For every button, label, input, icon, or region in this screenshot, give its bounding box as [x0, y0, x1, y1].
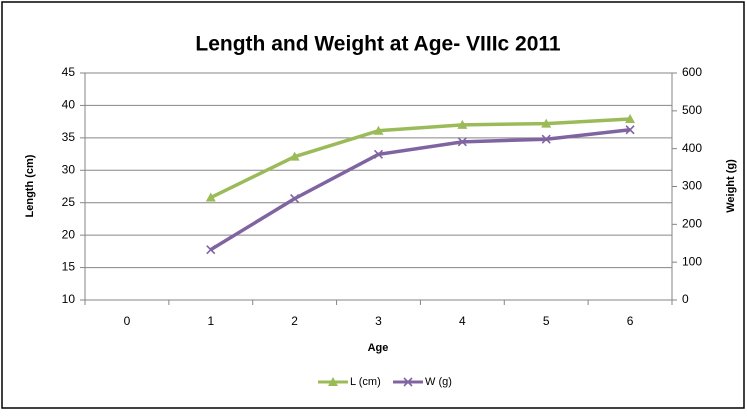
- series-line: [209, 128, 631, 252]
- x-axis-title: Age: [368, 342, 389, 354]
- y2-tick-label: 600: [682, 65, 702, 79]
- data-point: [541, 134, 551, 144]
- x-tick-label: 6: [627, 314, 634, 328]
- y2-tick-label: 200: [682, 217, 702, 231]
- data-point: [205, 192, 216, 202]
- data-point: [290, 194, 300, 204]
- y2-tick-label: 0: [682, 292, 689, 306]
- y-tick-label: 25: [62, 195, 76, 209]
- y-tick-label: 30: [62, 162, 76, 176]
- series-line: [210, 117, 631, 200]
- data-point: [206, 245, 216, 255]
- data-point: [289, 151, 300, 161]
- legend-marker: [403, 377, 413, 387]
- y-axis-title: Length (cm): [24, 154, 36, 217]
- x-tick-label: 2: [291, 314, 298, 328]
- data-point: [625, 114, 636, 124]
- legend-label: L (cm): [350, 376, 381, 388]
- y2-tick-label: 500: [682, 103, 702, 117]
- x-tick-label: 3: [375, 314, 382, 328]
- x-tick-label: 1: [207, 314, 214, 328]
- x-tick-label: 4: [459, 314, 466, 328]
- y2-axis-title: Weight (g): [725, 159, 737, 213]
- y-tick-label: 35: [62, 130, 76, 144]
- y-tick-label: 45: [62, 65, 76, 79]
- y2-tick-label: 300: [682, 179, 702, 193]
- data-point: [373, 149, 384, 159]
- y2-tick-label: 400: [682, 141, 702, 155]
- x-tick-label: 5: [543, 314, 550, 328]
- y-tick-label: 40: [62, 98, 76, 112]
- x-tick-label: 0: [124, 314, 131, 328]
- chart-title: Length and Weight at Age- VIIIc 2011: [195, 33, 561, 56]
- y2-tick-label: 100: [682, 254, 702, 268]
- y-tick-label: 20: [62, 227, 76, 241]
- data-point: [625, 125, 635, 135]
- y-tick-label: 10: [62, 292, 76, 306]
- legend-marker: [328, 377, 338, 386]
- legend-label: W (g): [425, 376, 452, 388]
- chart-border: [1, 1, 745, 409]
- data-point: [457, 137, 467, 147]
- data-point: [541, 118, 552, 128]
- data-point: [373, 125, 384, 135]
- data-point: [457, 119, 468, 129]
- y-tick-label: 15: [62, 260, 76, 274]
